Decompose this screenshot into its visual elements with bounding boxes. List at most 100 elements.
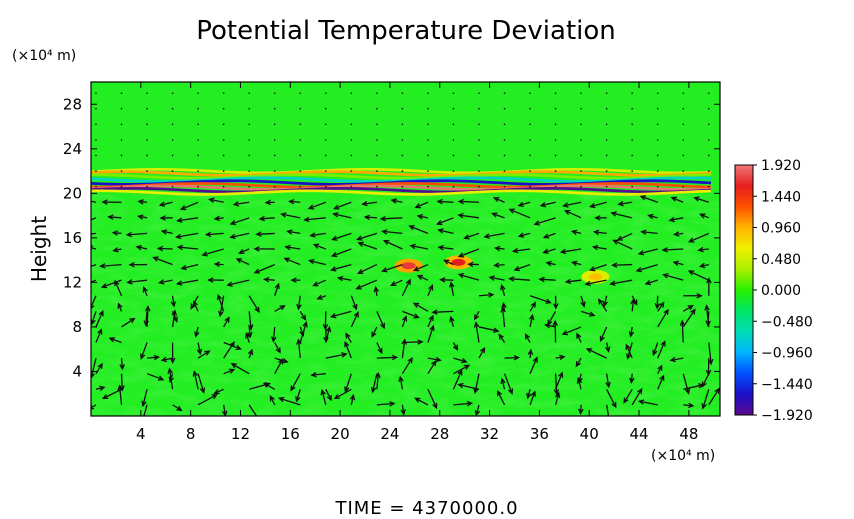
vector-dot <box>682 107 685 110</box>
vector-arrow-head <box>329 312 337 319</box>
vector-dot <box>529 185 531 188</box>
vector-arrow-head <box>562 202 569 208</box>
vector-arrow <box>402 341 423 344</box>
vector-arrow-head <box>101 394 109 400</box>
vector-arrow <box>358 263 378 274</box>
vector-arrow-head <box>279 305 286 311</box>
vector-arrow-head <box>526 392 532 400</box>
vector-arrow <box>181 263 199 270</box>
vector-arrow <box>657 302 665 312</box>
vector-dot <box>222 139 225 141</box>
x-tick-label: 12 <box>231 425 250 443</box>
vector-arrow <box>509 208 531 219</box>
vector-dot <box>631 107 633 110</box>
vector-arrow <box>142 389 148 406</box>
vector-arrow-head <box>286 229 293 235</box>
vector-dot <box>656 92 659 94</box>
vector-dot <box>452 154 455 157</box>
vector-arrow-head <box>207 277 214 283</box>
vector-arrow <box>586 348 607 359</box>
vector-arrow-head <box>247 324 254 331</box>
vector-dot <box>707 92 710 94</box>
vector-arrow-head <box>561 330 568 336</box>
vector-dot <box>503 92 506 94</box>
vector-arrow <box>160 201 173 206</box>
vector-arrow-head <box>707 358 714 366</box>
vector-arrow-head <box>247 348 254 356</box>
vector-arrow-head <box>545 298 552 304</box>
vector-arrow-head <box>114 279 120 287</box>
vector-dot <box>273 154 276 157</box>
vector-arrow <box>453 364 470 375</box>
vector-arrow <box>209 198 224 203</box>
y-tick-label: 8 <box>72 318 82 336</box>
vector-arrow <box>146 373 164 381</box>
vector-arrow-head <box>652 349 658 357</box>
vector-arrow <box>176 232 199 238</box>
vector-arrow-head <box>402 315 408 322</box>
vector-arrow-head <box>696 293 703 299</box>
vector-arrow <box>331 310 352 318</box>
vector-arrow-head <box>76 268 81 272</box>
vector-arrow-head <box>349 393 356 401</box>
vector-arrow <box>121 317 135 328</box>
vector-arrow <box>356 279 378 290</box>
vector-dot <box>146 154 148 157</box>
vector-arrow <box>432 310 454 313</box>
vector-arrow <box>344 373 352 392</box>
vector-dot <box>197 92 199 94</box>
vector-arrow-head <box>213 215 221 222</box>
vector-arrow-head <box>381 267 388 273</box>
vector-arrow <box>682 305 694 312</box>
vector-dot <box>171 170 174 172</box>
vector-arrow <box>230 217 250 225</box>
vector-arrow <box>95 329 102 343</box>
vector-arrow-head <box>547 319 553 326</box>
vector-dot <box>682 123 685 126</box>
vector-arrow <box>103 388 122 399</box>
y-axis-label: Height <box>27 216 51 282</box>
vector-arrow-head <box>97 328 103 335</box>
vector-arrow-head <box>479 346 486 354</box>
vector-arrow <box>234 201 250 206</box>
vector-arrow <box>350 295 357 310</box>
vector-arrow <box>332 232 352 241</box>
vector-arrow-head <box>382 239 390 246</box>
vector-dot <box>656 185 659 188</box>
vector-dot <box>401 139 404 141</box>
vector-arrow-head <box>170 301 177 308</box>
vector-dot <box>197 139 199 141</box>
vector-arrow <box>230 232 250 238</box>
vector-arrow <box>682 373 690 394</box>
vector-arrow <box>331 263 352 271</box>
vector-arrow-head <box>635 266 643 273</box>
vector-arrow-head <box>570 229 578 235</box>
tropopause-band-5 <box>91 182 712 189</box>
vector-dot <box>656 107 659 110</box>
vector-arrow-head <box>417 339 424 345</box>
vector-dot <box>682 170 685 172</box>
vector-arrow <box>529 357 538 374</box>
vector-dot <box>376 123 378 126</box>
vector-dot <box>376 185 378 188</box>
vector-arrow-head <box>554 391 561 399</box>
vector-arrow-head <box>611 401 617 409</box>
vector-arrow-head <box>179 205 187 211</box>
vector-arrow <box>290 373 301 391</box>
vector-arrow-head <box>553 303 559 310</box>
vector-arrow-head <box>563 209 571 215</box>
vector-arrow-head <box>668 216 675 223</box>
x-tick-label: 24 <box>380 425 399 443</box>
x-tick-label: 48 <box>679 425 698 443</box>
vector-arrow <box>274 305 285 312</box>
vector-arrow <box>197 342 201 354</box>
vector-arrow <box>450 282 455 296</box>
vector-arrow <box>254 263 275 274</box>
vector-arrow <box>427 389 438 409</box>
vector-arrow-head <box>699 213 706 219</box>
vector-arrow <box>177 279 199 285</box>
vector-arrow <box>509 278 531 281</box>
vector-arrow-head <box>511 247 519 254</box>
vector-dot <box>554 107 557 110</box>
vector-arrow-head <box>672 260 680 266</box>
